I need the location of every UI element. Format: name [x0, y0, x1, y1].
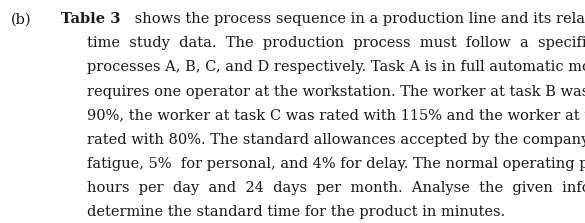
Text: (b): (b): [11, 12, 31, 26]
Text: determine the standard time for the product in minutes.: determine the standard time for the prod…: [87, 205, 505, 219]
Text: requires one operator at the workstation. The worker at task B was rated with: requires one operator at the workstation…: [87, 85, 585, 99]
Text: 90%, the worker at task C was rated with 115% and the worker at task D was: 90%, the worker at task C was rated with…: [87, 109, 585, 123]
Text: hours  per  day  and  24  days  per  month.  Analyse  the  given  information  a: hours per day and 24 days per month. Ana…: [87, 181, 585, 195]
Text: shows the process sequence in a production line and its related direct: shows the process sequence in a producti…: [130, 12, 585, 26]
Text: fatigue, 5%  for personal, and 4% for delay. The normal operating period is 8: fatigue, 5% for personal, and 4% for del…: [87, 157, 585, 171]
Text: Table 3: Table 3: [61, 12, 121, 26]
Text: processes A, B, C, and D respectively. Task A is in full automatic mode and: processes A, B, C, and D respectively. T…: [87, 60, 585, 74]
Text: rated with 80%. The standard allowances accepted by the company are 6% for: rated with 80%. The standard allowances …: [87, 133, 585, 147]
Text: time  study  data.  The  production  process  must  follow  a  specific  route  : time study data. The production process …: [87, 36, 585, 50]
